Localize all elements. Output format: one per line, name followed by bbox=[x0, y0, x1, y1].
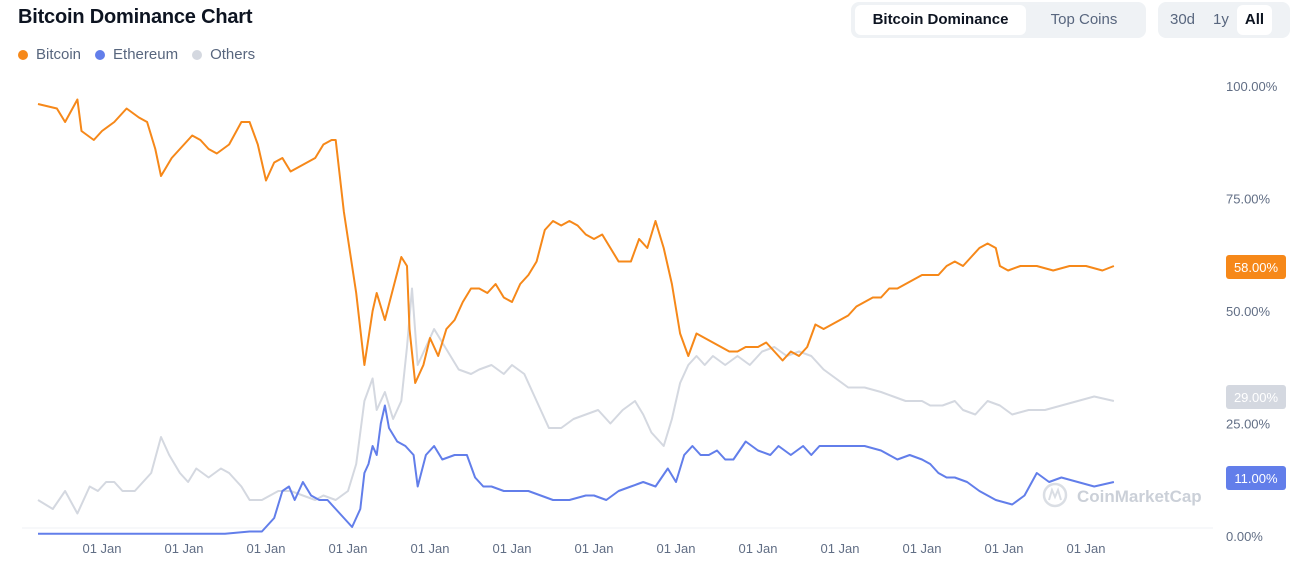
y-tick-label: 25.00% bbox=[1226, 417, 1271, 432]
chart-title: Bitcoin Dominance Chart bbox=[18, 6, 253, 28]
x-tick-label: 01 Jan bbox=[902, 541, 941, 556]
legend-dot-others bbox=[192, 49, 203, 60]
x-tick-label: 01 Jan bbox=[574, 541, 613, 556]
legend-label-others: Others bbox=[210, 46, 256, 63]
x-tick-label: 01 Jan bbox=[492, 541, 531, 556]
x-tick-label: 01 Jan bbox=[328, 541, 367, 556]
latest-value-label: 58.00% bbox=[1234, 260, 1279, 275]
y-tick-label: 100.00% bbox=[1226, 79, 1278, 94]
legend-item-ethereum[interactable]: Ethereum bbox=[95, 46, 178, 63]
legend-item-bitcoin[interactable]: Bitcoin bbox=[18, 46, 81, 63]
x-tick-label: 01 Jan bbox=[246, 541, 285, 556]
legend-dot-bitcoin bbox=[18, 49, 28, 60]
watermark-text: CoinMarketCap bbox=[1077, 487, 1202, 506]
legend-item-others[interactable]: Others bbox=[192, 46, 255, 63]
range-30d-button[interactable]: 30d bbox=[1170, 11, 1196, 28]
legend-label-ethereum: Ethereum bbox=[113, 46, 179, 63]
view-tab-group: Bitcoin Dominance Top Coins bbox=[851, 2, 1146, 38]
watermark-logo bbox=[1042, 482, 1068, 508]
x-tick-label: 01 Jan bbox=[984, 541, 1023, 556]
latest-value-label: 29.00% bbox=[1234, 390, 1279, 405]
tab-bitcoin-dominance[interactable]: Bitcoin Dominance bbox=[855, 5, 1026, 35]
x-tick-label: 01 Jan bbox=[82, 541, 121, 556]
x-tick-label: 01 Jan bbox=[410, 541, 449, 556]
tab-top-coins[interactable]: Top Coins bbox=[1050, 11, 1118, 28]
latest-value-badge bbox=[1226, 385, 1286, 409]
x-tick-label: 01 Jan bbox=[656, 541, 695, 556]
y-tick-label: 0.00% bbox=[1226, 529, 1263, 544]
latest-value-badge bbox=[1226, 466, 1286, 490]
latest-value-badge bbox=[1226, 255, 1286, 279]
y-tick-label: 50.00% bbox=[1226, 304, 1271, 319]
x-tick-label: 01 Jan bbox=[164, 541, 203, 556]
legend-dot-ethereum bbox=[95, 49, 106, 60]
chart-legend: Bitcoin Ethereum Others bbox=[18, 46, 255, 63]
series-line-ethereum bbox=[38, 404, 1115, 535]
y-tick-label: 75.00% bbox=[1226, 192, 1271, 207]
series-line-others bbox=[37, 287, 1115, 515]
latest-value-label: 11.00% bbox=[1234, 471, 1278, 486]
range-tab-group: 30d 1y All bbox=[1158, 2, 1290, 38]
x-tick-label: 01 Jan bbox=[1066, 541, 1105, 556]
x-tick-label: 01 Jan bbox=[738, 541, 777, 556]
range-all-button[interactable]: All bbox=[1236, 5, 1273, 35]
range-1y-button[interactable]: 1y bbox=[1213, 11, 1229, 28]
legend-label-bitcoin: Bitcoin bbox=[36, 46, 82, 63]
x-tick-label: 01 Jan bbox=[820, 541, 859, 556]
series-line-bitcoin bbox=[37, 98, 1115, 384]
